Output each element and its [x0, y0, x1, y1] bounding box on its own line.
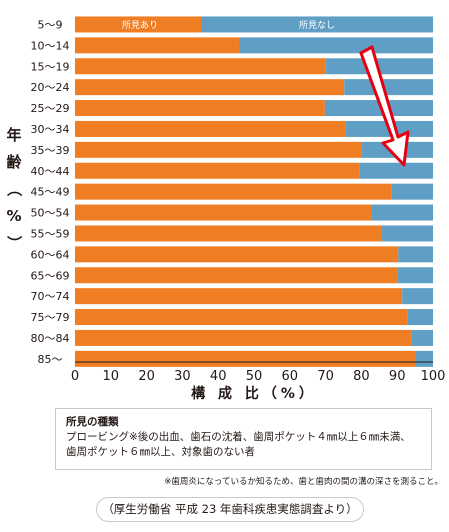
bar-without-findings — [238, 37, 433, 54]
x-tick-label: 10 — [103, 369, 120, 384]
category-label: 55～59 — [31, 227, 70, 240]
findings-note-box: 所見の種類 プロービング※後の出血、歯石の沈着、歯周ポケット４㎜以上６㎜未満、 … — [55, 408, 432, 470]
highlight-arrow — [359, 45, 410, 167]
category-label: 30～34 — [31, 123, 70, 136]
category-label: 85～ — [38, 353, 63, 366]
bar-without-findings — [415, 350, 433, 367]
x-tick-label: 60 — [282, 369, 299, 384]
x-axis-label: 構 成 比（%） — [191, 385, 317, 402]
bar-with-findings — [75, 225, 382, 242]
source-citation: （厚生労働省 平成 23 年歯科疾患実態調査より） — [96, 497, 364, 522]
y-axis-label-char: ） — [5, 235, 23, 250]
x-tick-label: 80 — [353, 369, 370, 384]
note-title: 所見の種類 — [66, 416, 119, 428]
footnote: ※歯周炎になっているか知るため、歯と歯肉の間の溝の深さを測ること。 — [164, 477, 443, 487]
bar-without-findings — [324, 100, 433, 117]
y-axis-label-char: 齢 — [6, 153, 22, 171]
bar-without-findings — [397, 267, 433, 284]
bar-with-findings — [75, 79, 345, 96]
x-tick-label: 70 — [317, 369, 334, 384]
category-label: 40～44 — [31, 165, 70, 178]
bar-with-findings — [75, 100, 325, 117]
x-tick-label: 0 — [71, 369, 79, 384]
legend-label-with-findings: 所見あり — [122, 20, 158, 31]
category-label: 15～19 — [31, 60, 70, 73]
category-label: 45～49 — [31, 186, 70, 199]
bar-with-findings — [75, 120, 346, 137]
category-label: 80～84 — [31, 332, 70, 345]
stacked-bar-chart: 所見あり 所見なし 5～9 10～14 15～19 20～24 25～29 30～34 35～… — [5, 16, 446, 402]
bar-without-findings — [359, 162, 433, 179]
bar-without-findings — [371, 204, 433, 221]
bar-without-findings — [391, 183, 433, 200]
bar-without-findings — [407, 309, 433, 326]
bar-without-findings — [381, 225, 433, 242]
bar-with-findings — [75, 141, 362, 158]
x-tick-label: 20 — [138, 369, 155, 384]
bar-with-findings — [75, 246, 399, 263]
bar-with-findings — [75, 162, 360, 179]
category-label: 5～9 — [38, 18, 63, 31]
note-line-1: プロービング※後の出血、歯石の沈着、歯周ポケット４㎜以上６㎜未満、 — [66, 431, 411, 443]
bar-without-findings — [402, 288, 433, 305]
legend-label-without-findings: 所見なし — [299, 20, 335, 31]
note-line-2: 歯周ポケット６㎜以上、対象歯のない者 — [66, 446, 255, 458]
bar-with-findings — [75, 58, 326, 75]
category-label: 65～69 — [31, 269, 70, 282]
category-label: 20～24 — [31, 81, 70, 94]
category-label: 60～64 — [31, 248, 70, 261]
y-axis-label-char: % — [6, 207, 21, 225]
category-label: 35～39 — [31, 144, 70, 157]
bar-with-findings — [75, 267, 398, 284]
bar-without-findings — [398, 246, 433, 263]
x-tick-label: 50 — [246, 369, 263, 384]
category-label: 10～14 — [31, 39, 70, 52]
x-tick-label: 100 — [421, 369, 446, 384]
bar-without-findings — [201, 16, 433, 33]
bar-with-findings — [75, 37, 239, 54]
bar-without-findings — [344, 79, 433, 96]
bar-with-findings — [75, 350, 416, 367]
x-tick-label: 30 — [174, 369, 191, 384]
bar-with-findings — [75, 16, 202, 33]
y-axis-label-char: 年 — [6, 126, 21, 144]
y-axis-label-char: （ — [5, 181, 23, 196]
category-label: 70～74 — [31, 290, 70, 303]
category-label: 25～29 — [31, 102, 70, 115]
x-tick-label: 40 — [210, 369, 227, 384]
bar-with-findings — [75, 329, 412, 346]
bar-without-findings — [411, 329, 433, 346]
category-label: 50～54 — [31, 207, 70, 220]
bar-with-findings — [75, 288, 403, 305]
x-tick-label: 90 — [389, 369, 406, 384]
bar-with-findings — [75, 204, 372, 221]
bar-with-findings — [75, 309, 408, 326]
category-label: 75～79 — [31, 311, 70, 324]
bar-with-findings — [75, 183, 392, 200]
